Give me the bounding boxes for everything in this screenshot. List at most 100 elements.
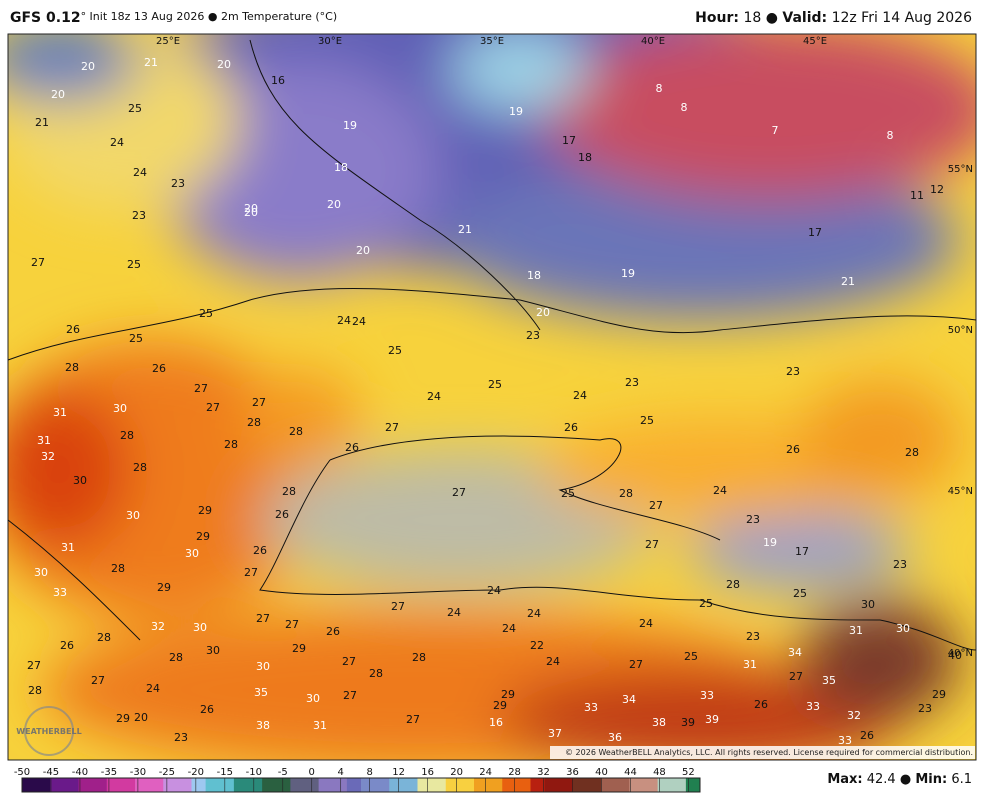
temperature-label: 33 [53, 586, 67, 599]
colorbar-swatch [375, 778, 390, 792]
temperature-label: 20 [217, 58, 231, 71]
temperature-label: 26 [786, 443, 800, 456]
temperature-label: 30 [126, 509, 140, 522]
temperature-label: 26 [152, 362, 166, 375]
temperature-label: 30 [185, 547, 199, 560]
temperature-label: 28 [97, 631, 111, 644]
hour-label: Hour: [695, 10, 739, 26]
temperature-label: 23 [786, 365, 800, 378]
temperature-label: 25 [199, 307, 213, 320]
temperature-label: 22 [530, 639, 544, 652]
temperature-label: 24 [546, 655, 560, 668]
temperature-label: 24 [352, 315, 366, 328]
colorbar-label: -15 [217, 767, 233, 778]
temperature-label: 21 [35, 116, 49, 129]
colorbar-swatch [502, 778, 517, 792]
temperature-label: 26 [326, 625, 340, 638]
temperature-label: 21 [841, 275, 855, 288]
colorbar-swatch [530, 778, 546, 792]
temperature-label: 20 [356, 244, 370, 257]
temperature-label: 27 [27, 659, 41, 672]
colorbar-label: 4 [338, 767, 344, 778]
valid-label: Valid: [782, 10, 828, 26]
temperature-label: 28 [28, 684, 42, 697]
temperature-label: 28 [289, 425, 303, 438]
temperature-label: 26 [345, 441, 359, 454]
temperature-label: 18 [578, 151, 592, 164]
temperature-label: 26 [275, 508, 289, 521]
temperature-label: 25 [129, 332, 143, 345]
colorbar-swatch [671, 778, 687, 792]
temperature-label: 35 [822, 674, 836, 687]
temperature-label: 28 [247, 416, 261, 429]
temperature-label: 28 [169, 651, 183, 664]
temperature-label: 27 [645, 538, 659, 551]
temperature-label: 32 [41, 450, 55, 463]
temperature-label: 29 [198, 504, 212, 517]
colorbar-swatch [177, 778, 192, 792]
temperature-label: 33 [700, 689, 714, 702]
lon-label: 40°E [641, 36, 665, 47]
temperature-label: 34 [788, 646, 802, 659]
temperature-label: 23 [132, 209, 146, 222]
colorbar-swatch [50, 778, 65, 792]
temperature-label: 23 [918, 702, 932, 715]
temperature-label: 30 [34, 566, 48, 579]
temperature-label: 30 [256, 660, 270, 673]
temperature-label: 27 [452, 486, 466, 499]
temperature-label: 27 [391, 600, 405, 613]
valid: 12z Fri 14 Aug 2026 [831, 10, 972, 26]
temperature-label: 27 [385, 421, 399, 434]
temperature-label: 39 [705, 713, 719, 726]
temperature-label: 26 [200, 703, 214, 716]
temperature-label: 31 [37, 434, 51, 447]
header-right: Hour: 18 ● Valid: 12z Fri 14 Aug 2026 [695, 10, 972, 26]
temperature-label: 24 [133, 166, 147, 179]
lon-label: 45°E [803, 36, 827, 47]
lat-label: 40°N [948, 648, 973, 659]
colorbar-swatch [643, 778, 659, 792]
temperature-label: 33 [584, 701, 598, 714]
colorbar-swatch [92, 778, 108, 792]
temperature-label: 24 [447, 606, 461, 619]
lat-label: 50°N [948, 325, 973, 336]
colorbar-label: 32 [537, 767, 550, 778]
colorbar-label: 36 [566, 767, 579, 778]
temperature-label: 18 [334, 161, 348, 174]
colorbar-swatch [389, 778, 404, 792]
temperature-label: 25 [388, 344, 402, 357]
temperature-label: 25 [127, 258, 141, 271]
temperature-label: 28 [111, 562, 125, 575]
temperature-label: 27 [91, 674, 105, 687]
temperature-label: 20 [244, 202, 258, 215]
colorbar-swatch [233, 778, 249, 792]
colorbar-swatch [205, 778, 221, 792]
temperature-label: 28 [726, 578, 740, 591]
borders [7, 39, 977, 651]
hour: 18 ● [743, 10, 778, 26]
colorbar-label: -30 [130, 767, 146, 778]
colorbar-swatch [346, 778, 362, 792]
temperature-label: 30 [861, 598, 875, 611]
colorbar-label: 8 [367, 767, 373, 778]
colorbar-swatch [516, 778, 531, 792]
colorbar-swatch [445, 778, 461, 792]
colorbar-swatch [431, 778, 447, 792]
temperature-label: 27 [629, 658, 643, 671]
temperature-label: 31 [849, 624, 863, 637]
lon-label: 25°E [156, 36, 180, 47]
temperature-label: 19 [509, 105, 523, 118]
temperature-label: 17 [795, 545, 809, 558]
colorbar-swatch [558, 778, 574, 792]
colorbar-label: 24 [479, 767, 492, 778]
temperature-label: 30 [193, 621, 207, 634]
colorbar-swatch [601, 778, 616, 792]
temperature-label: 24 [573, 389, 587, 402]
temperature-label: 19 [763, 536, 777, 549]
temperature-label: 33 [838, 734, 852, 747]
temperature-label: 27 [285, 618, 299, 631]
colorbar-swatch [572, 778, 588, 792]
temperature-label: 23 [893, 558, 907, 571]
